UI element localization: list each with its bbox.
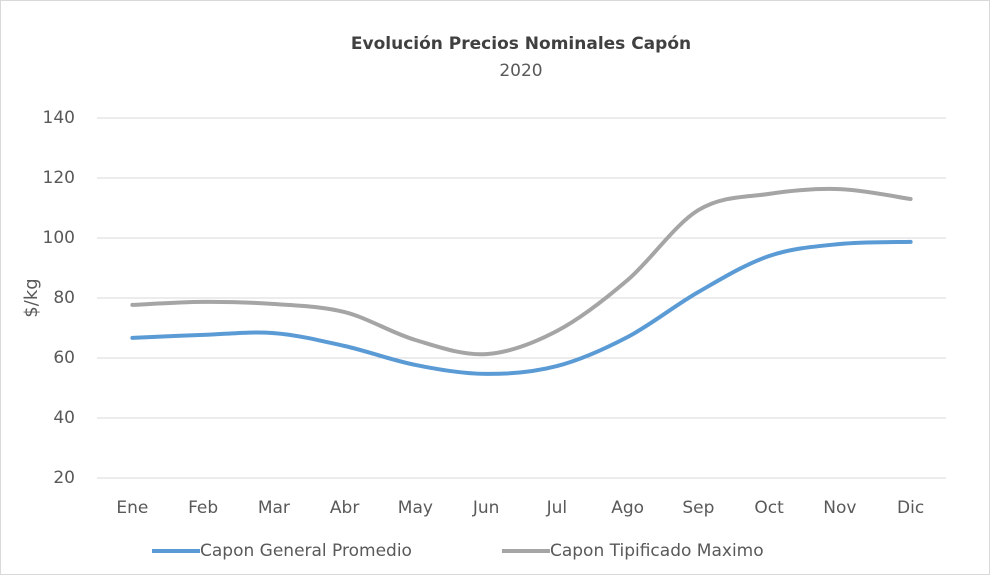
x-tick-label: Sep [682, 498, 714, 518]
y-tick-label: 100 [43, 228, 75, 248]
y-axis-label: $/kg [21, 278, 42, 317]
x-tick-label: Abr [330, 498, 359, 518]
x-tick-label: Feb [188, 498, 218, 518]
x-tick-label: Ago [611, 498, 644, 518]
x-tick-label: May [398, 498, 433, 518]
legend-label: Capon General Promedio [200, 541, 412, 561]
y-tick-label: 80 [53, 288, 75, 308]
x-tick-label: Dic [897, 498, 924, 518]
legend-label: Capon Tipificado Maximo [550, 541, 764, 561]
x-tick-label: Nov [823, 498, 856, 518]
y-tick-label: 40 [53, 408, 75, 428]
x-tick-label: Oct [754, 498, 784, 518]
y-tick-label: 140 [43, 108, 75, 128]
x-tick-label: Jul [546, 498, 568, 518]
y-tick-label: 120 [43, 168, 75, 188]
chart-title: Evolución Precios Nominales Capón [351, 34, 691, 54]
chart-subtitle: 2020 [499, 61, 542, 81]
y-tick-label: 60 [53, 348, 75, 368]
x-tick-label: Ene [116, 498, 148, 518]
x-tick-label: Mar [258, 498, 290, 518]
series-line [130, 239, 913, 376]
y-tick-label: 20 [53, 468, 75, 488]
x-tick-label: Jun [472, 498, 500, 518]
series-line [130, 186, 913, 357]
